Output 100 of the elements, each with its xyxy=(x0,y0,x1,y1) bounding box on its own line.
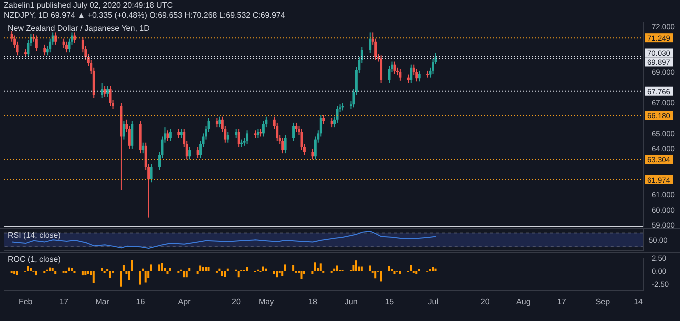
bar xyxy=(16,271,18,276)
bar xyxy=(312,271,314,274)
candlestick xyxy=(196,146,200,159)
bar xyxy=(186,271,188,278)
bar xyxy=(388,266,390,272)
bar xyxy=(92,271,95,284)
candlestick xyxy=(226,132,230,144)
bar xyxy=(122,265,125,272)
x-tick-label: 16 xyxy=(136,298,146,307)
bar xyxy=(205,267,208,272)
candlestick xyxy=(122,120,126,140)
x-tick-label: Jun xyxy=(344,298,358,307)
bar xyxy=(410,265,412,272)
bar xyxy=(183,271,186,278)
bar xyxy=(131,260,134,272)
bar xyxy=(169,268,172,272)
bar xyxy=(14,271,16,274)
chart-title: New Zealand Dollar / Japanese Yen, 1D xyxy=(8,24,150,33)
bar xyxy=(262,266,264,272)
x-tick-label: 14 xyxy=(634,298,644,307)
candlestick xyxy=(235,128,238,139)
candlestick xyxy=(74,32,76,44)
candlestick xyxy=(216,118,218,128)
x-tick-label: 15 xyxy=(385,298,395,307)
bar xyxy=(432,267,434,272)
candlestick xyxy=(66,41,68,54)
bar xyxy=(27,266,30,272)
bar xyxy=(139,271,142,285)
candlestick xyxy=(246,130,249,145)
x-tick-label: 18 xyxy=(308,298,318,307)
candlestick xyxy=(380,55,383,84)
candlestick xyxy=(142,142,145,154)
candlestick xyxy=(44,44,46,56)
bar xyxy=(238,271,240,278)
candlestick xyxy=(150,164,153,184)
bar xyxy=(71,268,74,272)
bar xyxy=(84,271,87,276)
bar xyxy=(320,264,322,272)
candlestick xyxy=(131,120,134,150)
bar xyxy=(336,266,338,272)
candlestick xyxy=(312,148,314,160)
bar xyxy=(374,271,377,279)
candlestick xyxy=(62,38,66,49)
bar xyxy=(399,271,402,274)
bar xyxy=(158,264,161,272)
bar xyxy=(284,264,286,272)
bar xyxy=(226,268,229,272)
candlestick xyxy=(322,114,326,125)
bar xyxy=(246,267,248,272)
bar xyxy=(276,271,278,278)
bar xyxy=(128,271,130,280)
x-tick-label: 20 xyxy=(232,298,242,307)
bar xyxy=(144,271,147,283)
candlestick xyxy=(282,138,284,154)
bar xyxy=(300,271,303,280)
bar xyxy=(334,268,336,272)
bar xyxy=(394,271,396,274)
bar xyxy=(218,268,221,272)
bar xyxy=(369,266,372,272)
bar xyxy=(292,265,295,272)
bar xyxy=(380,271,382,282)
candlestick xyxy=(399,68,402,82)
bar xyxy=(161,263,164,272)
bar xyxy=(224,271,226,278)
candlestick xyxy=(35,35,38,52)
candlestick xyxy=(256,128,260,139)
x-tick-label: Aug xyxy=(516,298,531,307)
bar xyxy=(434,268,437,272)
candlestick xyxy=(104,86,106,98)
x-tick-label: Apr xyxy=(178,298,192,307)
bar xyxy=(221,271,224,276)
bar xyxy=(101,268,104,272)
x-tick-label: Feb xyxy=(18,298,34,307)
candlestick xyxy=(218,116,222,128)
bar xyxy=(87,271,90,274)
bar xyxy=(142,268,144,272)
candlestick xyxy=(416,68,418,82)
bar xyxy=(68,268,70,272)
candlestick xyxy=(101,82,104,99)
bar xyxy=(150,264,152,272)
x-tick-label: Sep xyxy=(596,298,611,307)
candlestick xyxy=(180,128,183,139)
chart-title: ROC (1, close) xyxy=(8,255,61,264)
candlestick xyxy=(188,146,192,160)
bar xyxy=(49,268,52,272)
chart-subtitle: NZDJPY, 1D 69.974 ▲ +0.335 (+0.48%) O:69.653 H:70.268 L:69.532 C:69.974 xyxy=(4,11,286,20)
candlestick xyxy=(166,130,170,142)
bar xyxy=(188,268,191,272)
x-tick-label: 17 xyxy=(557,298,567,307)
candlestick xyxy=(262,120,265,138)
bar xyxy=(35,271,38,276)
candlestick xyxy=(109,86,112,107)
candlestick xyxy=(106,86,110,98)
candlestick xyxy=(330,118,334,128)
candlestick xyxy=(284,134,287,154)
candlestick xyxy=(369,32,372,54)
bar xyxy=(416,271,418,274)
bar xyxy=(273,271,276,274)
bar xyxy=(52,268,54,272)
bar xyxy=(82,271,84,276)
